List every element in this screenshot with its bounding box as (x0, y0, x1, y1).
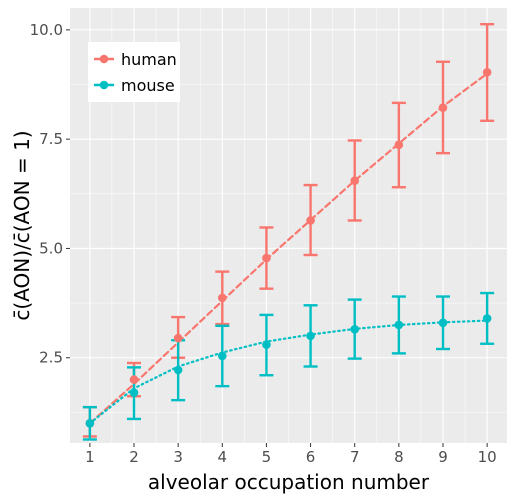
human-data-point (394, 140, 404, 150)
x-tick-label: 9 (438, 448, 448, 466)
human-data-point (482, 67, 492, 77)
legend-background (88, 42, 180, 102)
mouse-data-point (394, 320, 404, 330)
x-tick-label: 5 (262, 448, 272, 466)
x-tick-label: 4 (218, 448, 228, 466)
x-tick-label: 1 (85, 448, 95, 466)
legend-key-point (99, 80, 109, 90)
x-tick-label: 6 (306, 448, 316, 466)
legend-label: mouse (121, 76, 175, 95)
legend-item-human: human (94, 50, 177, 69)
x-tick-label: 10 (478, 448, 497, 466)
x-tick-label: 3 (173, 448, 183, 466)
legend: human mouse (88, 42, 180, 102)
legend-label: human (121, 50, 177, 69)
mouse-data-point (262, 340, 271, 349)
human-data-point (306, 216, 315, 225)
x-tick-label: 7 (350, 448, 360, 466)
human-data-point (438, 103, 448, 112)
y-axis-ticks: 2.5 5.0 7.5 10.0 (30, 21, 70, 367)
error-bars (82, 22, 495, 441)
data-points (85, 67, 492, 428)
y-tick-label: 2.5 (39, 349, 63, 367)
legend-item-mouse: mouse (94, 76, 175, 95)
mouse-data-point (85, 419, 95, 428)
mouse-data-point (350, 325, 360, 334)
y-tick-label: 10.0 (30, 21, 63, 39)
x-axis-title: alveolar occupation number (148, 470, 430, 494)
legend-key-point (99, 54, 109, 64)
mouse-data-point (217, 351, 227, 361)
mouse-data-point (173, 365, 183, 375)
mouse-data-point (129, 388, 139, 398)
human-data-point (173, 333, 183, 343)
human-fit-line (88, 72, 489, 425)
mouse-data-point (306, 331, 315, 341)
fit-lines (88, 72, 489, 425)
human-data-point (217, 293, 227, 303)
x-tick-label: 8 (394, 448, 404, 466)
mouse-data-point (438, 318, 448, 328)
x-tick-label: 2 (129, 448, 139, 466)
y-axis-title: c̄(AON)/c̄(AON = 1) (10, 130, 34, 320)
x-axis-ticks: 1 2 3 4 5 6 7 8 9 10 (85, 443, 497, 466)
y-tick-label: 7.5 (39, 130, 63, 148)
mouse-data-point (482, 314, 492, 323)
human-data-point (262, 253, 271, 263)
minor-gridlines (70, 8, 507, 443)
human-data-point (129, 375, 139, 384)
y-tick-label: 5.0 (39, 239, 63, 257)
mouse-fit-line (88, 319, 489, 425)
human-data-point (350, 176, 360, 185)
